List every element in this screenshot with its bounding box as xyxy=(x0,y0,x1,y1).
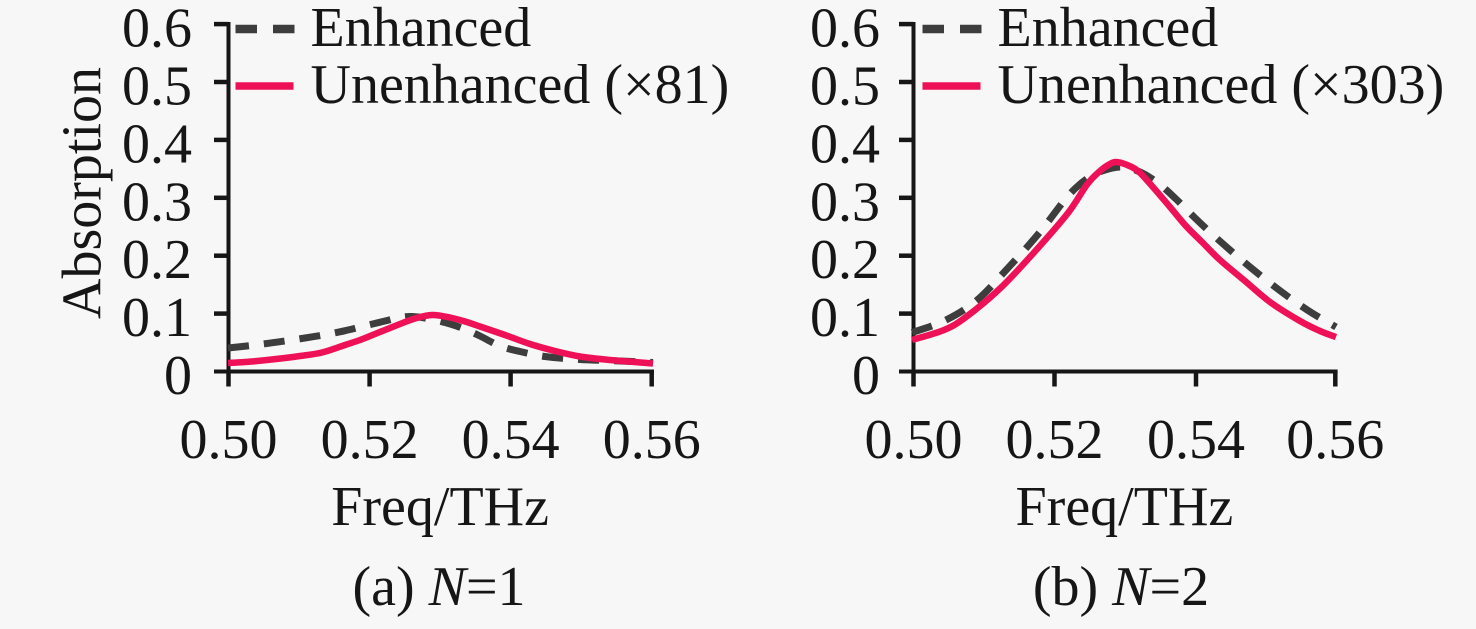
svg-text:0.54: 0.54 xyxy=(462,409,560,471)
svg-text:0.56: 0.56 xyxy=(1286,409,1384,471)
svg-text:0.6: 0.6 xyxy=(810,0,880,60)
svg-text:0.52: 0.52 xyxy=(1006,409,1104,471)
svg-text:0.5: 0.5 xyxy=(810,56,880,118)
svg-text:Absorption: Absorption xyxy=(52,67,114,319)
svg-text:Unenhanced (×81): Unenhanced (×81) xyxy=(311,54,730,116)
svg-text:0: 0 xyxy=(852,345,880,407)
svg-text:0.54: 0.54 xyxy=(1147,409,1245,471)
svg-text:0.2: 0.2 xyxy=(122,229,192,291)
svg-text:0.5: 0.5 xyxy=(122,56,192,118)
svg-text:0.1: 0.1 xyxy=(122,287,192,349)
svg-text:0.4: 0.4 xyxy=(122,113,192,175)
svg-text:0.52: 0.52 xyxy=(321,409,419,471)
svg-text:Freq/THz: Freq/THz xyxy=(331,476,549,538)
svg-text:(a) N=1: (a) N=1 xyxy=(352,556,525,618)
svg-text:(b) N=2: (b) N=2 xyxy=(1033,556,1209,618)
svg-text:0.1: 0.1 xyxy=(810,287,880,349)
svg-text:0.2: 0.2 xyxy=(810,229,880,291)
svg-text:Enhanced: Enhanced xyxy=(311,0,532,59)
svg-text:0.56: 0.56 xyxy=(603,409,701,471)
svg-text:0.6: 0.6 xyxy=(122,0,192,60)
svg-text:0.50: 0.50 xyxy=(865,409,963,471)
svg-text:Enhanced: Enhanced xyxy=(998,0,1219,59)
svg-text:Unenhanced (×303): Unenhanced (×303) xyxy=(998,54,1445,116)
svg-text:0.50: 0.50 xyxy=(180,409,278,471)
svg-text:Freq/THz: Freq/THz xyxy=(1016,476,1234,538)
svg-text:0.4: 0.4 xyxy=(810,113,880,175)
svg-text:0: 0 xyxy=(164,345,192,407)
svg-text:0.3: 0.3 xyxy=(122,171,192,233)
svg-text:0.3: 0.3 xyxy=(810,171,880,233)
